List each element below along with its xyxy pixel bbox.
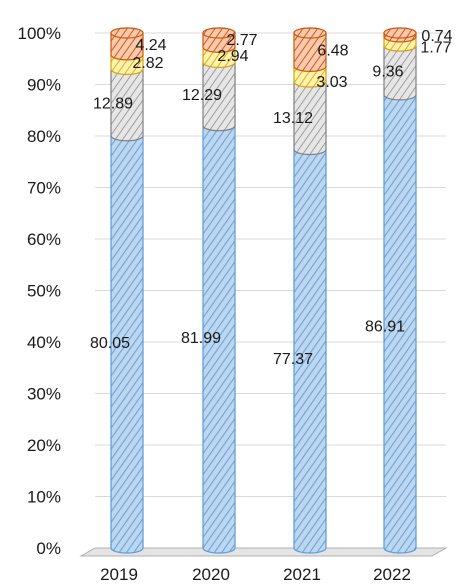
bar-segment (293, 143, 327, 554)
data-label: 2.77 (226, 32, 257, 49)
y-axis-ticks: 0% 10% 20% 30% 40% 50% 60% 70% 80% 90% 100% (18, 24, 61, 558)
x-tick-label: 2021 (283, 565, 321, 584)
data-label: 3.03 (316, 74, 347, 91)
x-tick-label: 2020 (192, 565, 230, 584)
x-tick-label: 2019 (100, 565, 138, 584)
data-label: 80.05 (90, 335, 130, 352)
data-label: 13.12 (273, 110, 313, 127)
y-tick-label: 30% (27, 385, 61, 404)
y-tick-label: 50% (27, 282, 61, 301)
data-label: 0.74 (421, 28, 452, 45)
bar-top-cap (202, 27, 236, 39)
chart-floor-plane (79, 547, 448, 557)
bar-top-cap (110, 27, 144, 39)
y-tick-label: 90% (27, 76, 61, 95)
data-label: 6.48 (317, 43, 348, 60)
data-label: 9.36 (372, 63, 403, 80)
chart-floor (79, 547, 448, 557)
bar-top-cap (383, 27, 417, 39)
y-tick-label: 0% (36, 539, 61, 558)
data-label: 77.37 (273, 351, 313, 368)
y-tick-label: 60% (27, 230, 61, 249)
y-tick-label: 80% (27, 127, 61, 146)
y-tick-label: 40% (27, 333, 61, 352)
data-label: 2.94 (217, 48, 248, 65)
y-tick-label: 20% (27, 436, 61, 455)
x-tick-label: 2022 (373, 565, 411, 584)
bars (110, 27, 417, 554)
data-label: 81.99 (181, 330, 221, 347)
data-label: 86.91 (365, 318, 405, 335)
data-label: 2.82 (132, 55, 163, 72)
x-axis-ticks: 2019 2020 2021 2022 (100, 565, 411, 584)
data-label: 12.89 (93, 96, 133, 113)
data-label: 4.24 (135, 37, 166, 54)
y-tick-label: 100% (18, 24, 61, 43)
data-label: 1.77 (420, 39, 451, 56)
data-label: 12.29 (182, 87, 222, 104)
y-tick-label: 70% (27, 179, 61, 198)
y-tick-label: 10% (27, 488, 61, 507)
bar-top-cap (293, 27, 327, 39)
data-labels: 80.05 12.89 2.824.24 81.99 12.29 2.942.77 77.3… (90, 28, 453, 368)
